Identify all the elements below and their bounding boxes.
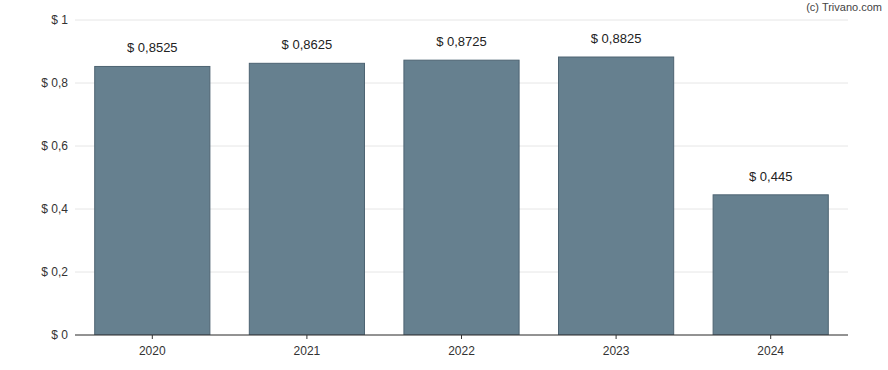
bar [559,57,674,335]
bar [249,63,364,335]
y-tick-label: $ 0,6 [41,139,68,153]
x-tick [770,335,771,339]
watermark: (c) Trivano.com [806,1,882,13]
y-tick-label: $ 0 [51,328,68,342]
data-label: $ 0,8625 [282,37,333,52]
chart-container: $ 0 $ 0,2 $ 0,4 $ 0,6 $ 0,8 $ 1 $ 0,8525 $ 0,86… [0,0,888,370]
bar [95,66,210,335]
y-tick-label: $ 1 [51,13,68,27]
x-tick [616,335,617,339]
bars [95,57,829,335]
data-label: $ 0,445 [749,169,792,184]
x-tick-label: 2023 [603,344,630,358]
chart-svg: $ 0 $ 0,2 $ 0,4 $ 0,6 $ 0,8 $ 1 $ 0,8525 $ 0,86… [0,0,888,370]
data-label: $ 0,8525 [127,40,178,55]
y-tick-label: $ 0,4 [41,202,68,216]
x-tick [461,335,462,339]
y-tick-label: $ 0,8 [41,76,68,90]
x-tick-label: 2021 [294,344,321,358]
x-tick [306,335,307,339]
x-tick [152,335,153,339]
x-tick-label: 2024 [757,344,784,358]
grid-line [75,20,848,21]
x-tick-label: 2020 [139,344,166,358]
data-label: $ 0,8725 [436,34,487,49]
x-tick-label: 2022 [448,344,475,358]
data-label: $ 0,8825 [591,31,642,46]
y-tick-label: $ 0,2 [41,265,68,279]
bar [404,60,519,335]
bar [713,195,828,335]
